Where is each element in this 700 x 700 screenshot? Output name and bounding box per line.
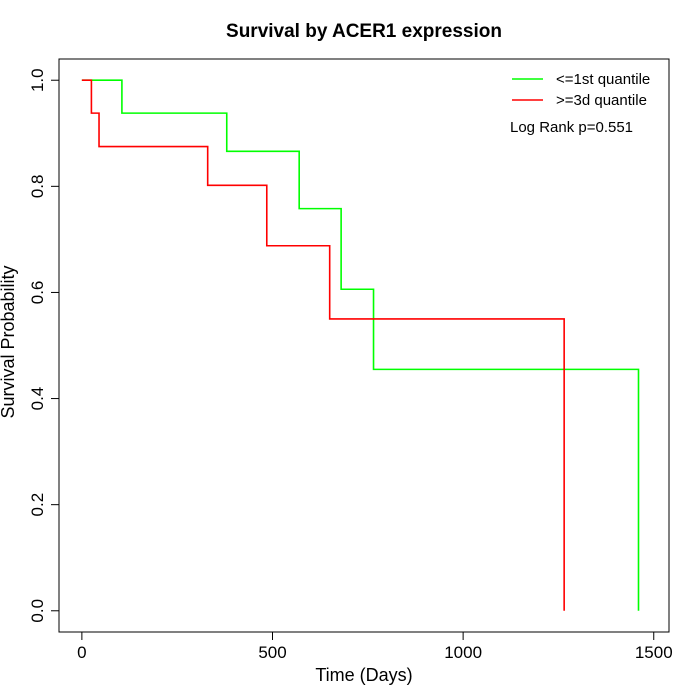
x-tick-label: 1500 bbox=[635, 643, 673, 662]
series-line-2 bbox=[81, 79, 565, 611]
legend: <=1st quantile >=3d quantile bbox=[512, 71, 650, 109]
y-tick-label: 0.0 bbox=[28, 599, 47, 623]
legend-label-1: <=1st quantile bbox=[556, 71, 650, 88]
y-tick-label: 0.2 bbox=[28, 493, 47, 517]
x-tick-label: 0 bbox=[77, 643, 86, 662]
y-axis: 0.0 0.2 0.4 0.6 0.8 1.0 bbox=[28, 68, 60, 623]
series-group bbox=[81, 79, 640, 611]
x-axis-label: Time (Days) bbox=[315, 665, 412, 685]
x-tick-label: 500 bbox=[258, 643, 286, 662]
x-tick-label: 1000 bbox=[444, 643, 482, 662]
log-rank-annotation: Log Rank p=0.551 bbox=[510, 119, 633, 136]
y-axis-label: Survival Probability bbox=[0, 265, 18, 418]
legend-label-2: >=3d quantile bbox=[556, 92, 647, 109]
x-axis: 0 500 1000 1500 bbox=[77, 631, 673, 662]
plot-frame bbox=[58, 58, 670, 633]
y-tick-label: 0.6 bbox=[28, 281, 47, 305]
y-tick-label: 1.0 bbox=[28, 68, 47, 92]
series-line-1 bbox=[81, 79, 640, 611]
y-tick-label: 0.4 bbox=[28, 387, 47, 411]
chart-title: Survival by ACER1 expression bbox=[226, 21, 502, 42]
y-tick-label: 0.8 bbox=[28, 175, 47, 199]
